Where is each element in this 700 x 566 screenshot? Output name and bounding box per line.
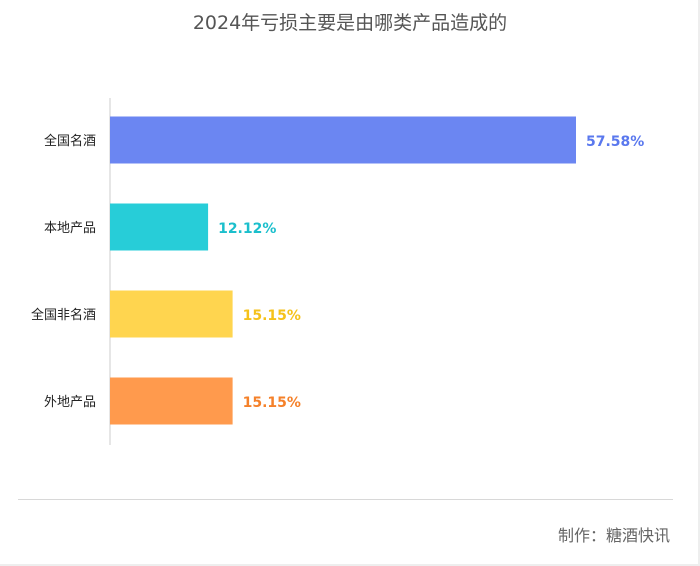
value-label-3: 15.15% <box>243 395 301 411</box>
category-label-2: 全国非名酒 <box>31 307 96 323</box>
category-label-3: 外地产品 <box>44 395 96 410</box>
bar-0 <box>110 116 576 164</box>
bar-2 <box>110 290 233 338</box>
bar-3 <box>110 377 233 425</box>
bars-group: 全国名酒 57.58% 本地产品 12.12% 全国非名酒 15.15% 外地产品 15.15… <box>31 116 644 425</box>
value-label-1: 12.12% <box>218 221 276 237</box>
bar-chart: 全国名酒 57.58% 本地产品 12.12% 全国非名酒 15.15% 外地产品 15.15… <box>31 98 644 445</box>
category-label-0: 全国名酒 <box>44 133 96 149</box>
chart-title: 2024年亏损主要是由哪类产品造成的 <box>192 12 508 34</box>
credit-text: 制作：糖酒快讯 <box>557 526 670 545</box>
value-label-2: 15.15% <box>243 308 301 324</box>
bar-1 <box>110 203 209 251</box>
category-label-1: 本地产品 <box>44 221 96 236</box>
value-label-0: 57.58% <box>586 134 644 150</box>
footer-divider <box>18 499 673 500</box>
